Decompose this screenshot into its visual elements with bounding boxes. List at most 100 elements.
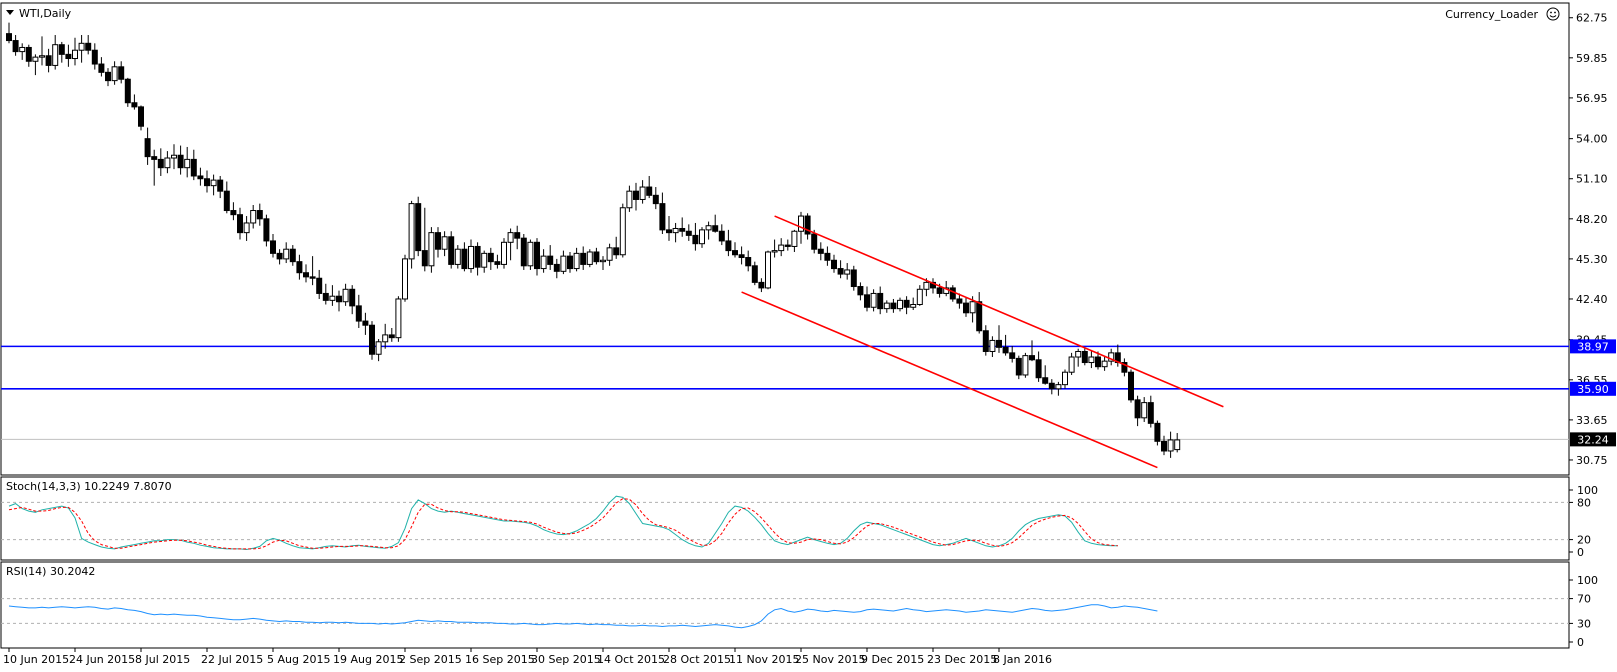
bear-candle bbox=[1161, 440, 1167, 452]
bear-candle bbox=[388, 334, 395, 339]
bear-candle bbox=[1035, 359, 1042, 379]
time-tick-label: 14 Oct 2015 bbox=[597, 653, 665, 666]
osc-tick-label: 0 bbox=[1577, 546, 1584, 559]
bull-candle bbox=[910, 303, 917, 308]
bear-candle bbox=[1015, 357, 1022, 376]
bull-candle bbox=[111, 66, 118, 82]
bull-candle bbox=[171, 154, 177, 159]
bear-candle bbox=[837, 268, 844, 275]
bull-candle bbox=[408, 203, 415, 260]
bear-candle bbox=[131, 102, 138, 108]
current-price-label: 32.24 bbox=[1577, 433, 1609, 446]
price-tick-label: 51.10 bbox=[1576, 173, 1608, 186]
bear-candle bbox=[613, 247, 620, 256]
time-tick-label: 19 Aug 2015 bbox=[333, 653, 403, 666]
bear-candle bbox=[105, 71, 111, 82]
time-tick-label: 16 Sep 2015 bbox=[465, 653, 535, 666]
bear-candle bbox=[718, 230, 725, 242]
price-tick-label: 56.95 bbox=[1576, 92, 1608, 105]
bear-candle bbox=[949, 287, 956, 300]
bull-candle bbox=[1141, 402, 1148, 419]
bear-candle bbox=[1121, 362, 1128, 373]
price-tick-label: 30.75 bbox=[1576, 454, 1608, 467]
bull-candle bbox=[243, 222, 250, 234]
time-tick-label: 25 Nov 2015 bbox=[795, 653, 865, 666]
bear-candle bbox=[877, 292, 884, 310]
bear-candle bbox=[593, 251, 600, 263]
collapse-triangle-icon[interactable] bbox=[6, 10, 14, 15]
hline-price-box bbox=[1570, 381, 1616, 396]
hline-price-label: 35.90 bbox=[1577, 383, 1609, 396]
time-tick-label: 11 Nov 2015 bbox=[729, 653, 799, 666]
bear-candle bbox=[237, 214, 243, 234]
bull-candle bbox=[765, 251, 771, 289]
time-tick-label: 9 Dec 2015 bbox=[861, 653, 924, 666]
bear-candle bbox=[824, 252, 831, 261]
bull-candle bbox=[1055, 384, 1062, 390]
bull-candle bbox=[639, 186, 646, 200]
bear-candle bbox=[474, 245, 481, 268]
bull-candle bbox=[375, 341, 382, 355]
bull-candle bbox=[32, 56, 39, 62]
price-panel[interactable]: 62.75 59.85 56.95 54.00 51.10 48.20 45.30 42.40… bbox=[0, 2, 1616, 476]
bear-candle bbox=[864, 294, 870, 308]
price-tick-label: 33.65 bbox=[1576, 414, 1608, 427]
bull-candle bbox=[481, 252, 488, 268]
bull-candle bbox=[52, 44, 59, 66]
bull-candle bbox=[897, 299, 903, 310]
bear-candle bbox=[903, 299, 910, 308]
price-tick-label: 59.85 bbox=[1576, 52, 1608, 65]
bear-candle bbox=[85, 42, 92, 51]
bear-candle bbox=[270, 240, 276, 254]
bear-candle bbox=[890, 302, 897, 310]
time-tick-label: 10 Jun 2015 bbox=[3, 653, 69, 666]
time-tick-label: 28 Oct 2015 bbox=[663, 653, 731, 666]
bear-candle bbox=[144, 138, 151, 158]
rsi-title: RSI(14) 30.2042 bbox=[6, 565, 95, 578]
bull-candle bbox=[1022, 355, 1029, 376]
bear-candle bbox=[646, 186, 653, 196]
rsi-panel[interactable]: 100 70 30 0 RSI(14) 30.2042 bbox=[0, 561, 1598, 649]
bull-candle bbox=[771, 250, 778, 253]
osc-tick-label: 30 bbox=[1577, 617, 1591, 630]
bull-candle bbox=[72, 49, 78, 60]
bull-candle bbox=[540, 255, 547, 270]
bear-candle bbox=[725, 240, 732, 252]
bear-candle bbox=[12, 40, 19, 53]
bear-candle bbox=[956, 298, 963, 304]
bull-candle bbox=[883, 302, 890, 310]
bear-candle bbox=[1002, 346, 1009, 354]
bull-candle bbox=[626, 190, 633, 209]
trend-channel-line[interactable] bbox=[741, 291, 1158, 469]
bear-candle bbox=[190, 158, 197, 177]
indicator-label-group: Currency_Loader bbox=[1445, 7, 1560, 21]
bear-candle bbox=[355, 305, 362, 322]
series-line-main bbox=[8, 495, 1118, 551]
bear-candle bbox=[98, 63, 105, 73]
bear-candle bbox=[685, 230, 692, 236]
bear-candle bbox=[553, 263, 560, 272]
bear-candle bbox=[448, 236, 455, 265]
bear-candle bbox=[1048, 382, 1055, 390]
bull-candle bbox=[1108, 352, 1115, 362]
trend-channel-line[interactable] bbox=[774, 215, 1224, 408]
bull-candle bbox=[342, 288, 349, 303]
bear-candle bbox=[1042, 377, 1049, 384]
bear-candle bbox=[1154, 422, 1161, 442]
bear-candle bbox=[712, 225, 719, 232]
horizontal-lines-layer bbox=[1, 345, 1569, 440]
bear-candle bbox=[309, 276, 316, 279]
bear-candle bbox=[996, 339, 1002, 348]
hline-price-box bbox=[1570, 339, 1616, 354]
bear-candle bbox=[157, 158, 164, 169]
bull-candle bbox=[560, 255, 567, 272]
bear-candle bbox=[514, 232, 521, 239]
bear-candle bbox=[758, 281, 765, 289]
bear-candle bbox=[415, 203, 422, 252]
price-tick-label: 42.40 bbox=[1576, 293, 1608, 306]
time-tick-label: 30 Sep 2015 bbox=[531, 653, 601, 666]
bull-candle bbox=[699, 229, 705, 245]
bear-candle bbox=[1134, 399, 1141, 419]
bull-candle bbox=[989, 339, 996, 352]
